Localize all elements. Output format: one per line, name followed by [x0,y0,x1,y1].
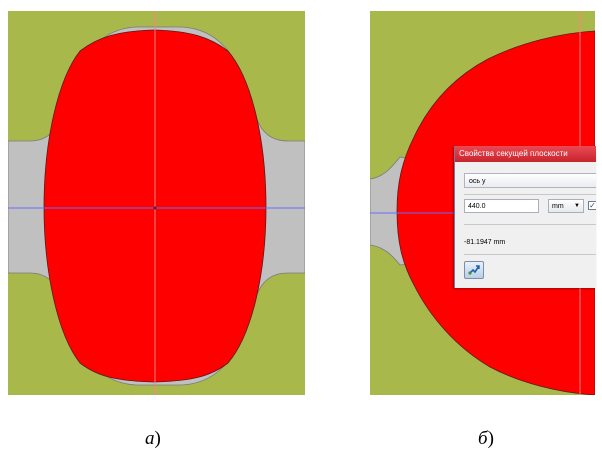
section-view-a [8,11,305,395]
checkbox[interactable]: ✓ [588,201,596,210]
pick-tool-icon [468,265,480,275]
caption-b: б) [478,428,494,450]
separator [464,254,596,255]
dialog-title[interactable]: Свойства секущей плоскости [455,146,596,162]
separator [464,224,596,225]
caption-b-letter: б [478,428,488,449]
caption-a-letter: а [145,428,155,449]
caption-b-paren: ) [487,428,494,449]
chevron-down-icon: ▼ [574,203,580,209]
unit-select-value: mm [552,203,564,210]
position-input[interactable]: 440.0 [464,199,539,213]
caption-a-paren: ) [154,428,161,449]
origin-point [153,206,157,210]
apply-button[interactable] [464,261,484,279]
section-view-panel-a [8,11,305,395]
axis-select[interactable]: ось y [464,173,596,188]
caption-a: а) [145,428,161,450]
section-plane-properties-dialog: Свойства секущей плоскости ось y 440.0 m… [454,146,596,288]
separator [464,194,596,195]
unit-select[interactable]: mm ▼ [548,199,584,213]
offset-readout: -81.1947 mm [464,239,506,246]
